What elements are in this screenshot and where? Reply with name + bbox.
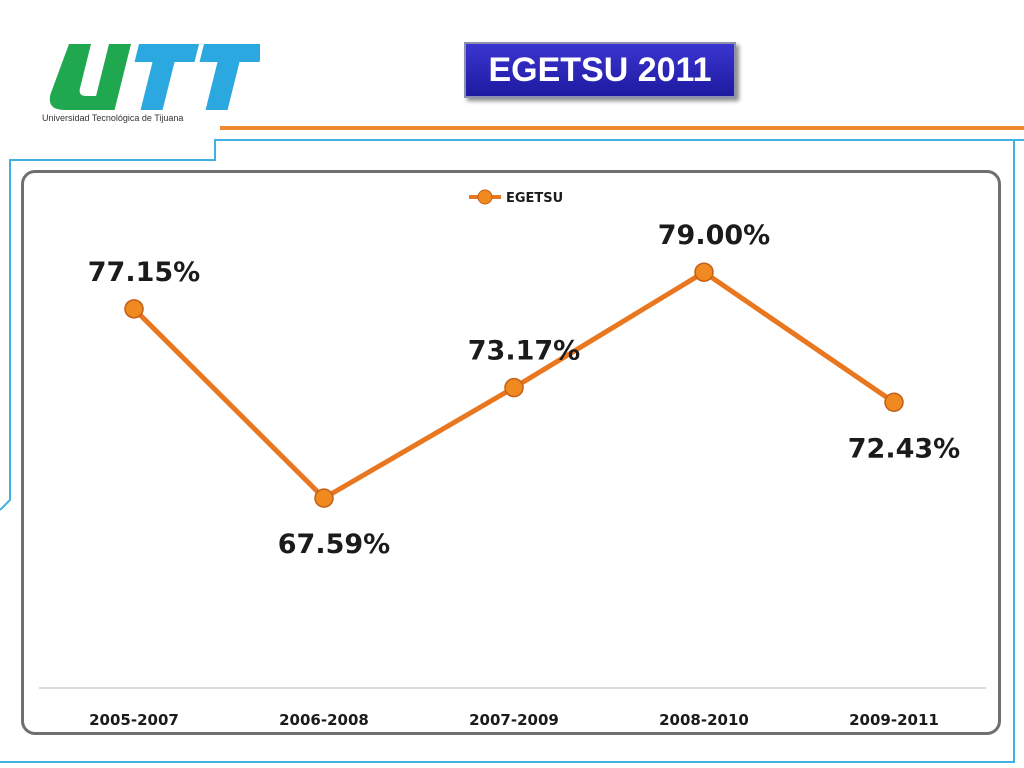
- x-tick-label: 2008-2010: [659, 711, 749, 729]
- data-label: 77.15%: [88, 257, 200, 288]
- data-point-marker: [124, 299, 144, 319]
- legend-label-egetsu: EGETSU: [506, 191, 563, 206]
- utt-logo: [49, 44, 260, 110]
- egetsu-line-chart: 2005-2007 2006-2008 2007-2009 2008-2010 2009…: [39, 189, 986, 729]
- logo-letter-t2: [199, 44, 260, 110]
- x-tick-label: 2006-2008: [279, 711, 369, 729]
- chart-panel: 2005-2007 2006-2008 2007-2009 2008-2010 2009…: [21, 170, 1001, 735]
- x-tick-label: 2009-2011: [849, 711, 939, 729]
- data-label: 79.00%: [658, 220, 770, 251]
- data-point-marker: [884, 392, 904, 413]
- legend-marker: [477, 189, 493, 205]
- data-label: 72.43%: [848, 433, 960, 464]
- slide-title: EGETSU 2011: [464, 42, 736, 98]
- data-label: 73.17%: [468, 336, 580, 367]
- x-tick-label: 2005-2007: [89, 711, 179, 729]
- data-point-marker: [314, 488, 334, 508]
- logo-letter-t1: [134, 44, 200, 110]
- logo-letter-u: [49, 44, 132, 110]
- data-point-marker: [694, 262, 714, 282]
- x-tick-label: 2007-2009: [469, 711, 559, 729]
- data-label: 67.59%: [278, 529, 390, 560]
- data-point-marker: [504, 377, 524, 398]
- blue-frame-line-right: [0, 140, 1015, 763]
- logo-caption: Universidad Tecnológica de Tijuana: [42, 113, 184, 123]
- blue-frame-line: [0, 139, 1024, 511]
